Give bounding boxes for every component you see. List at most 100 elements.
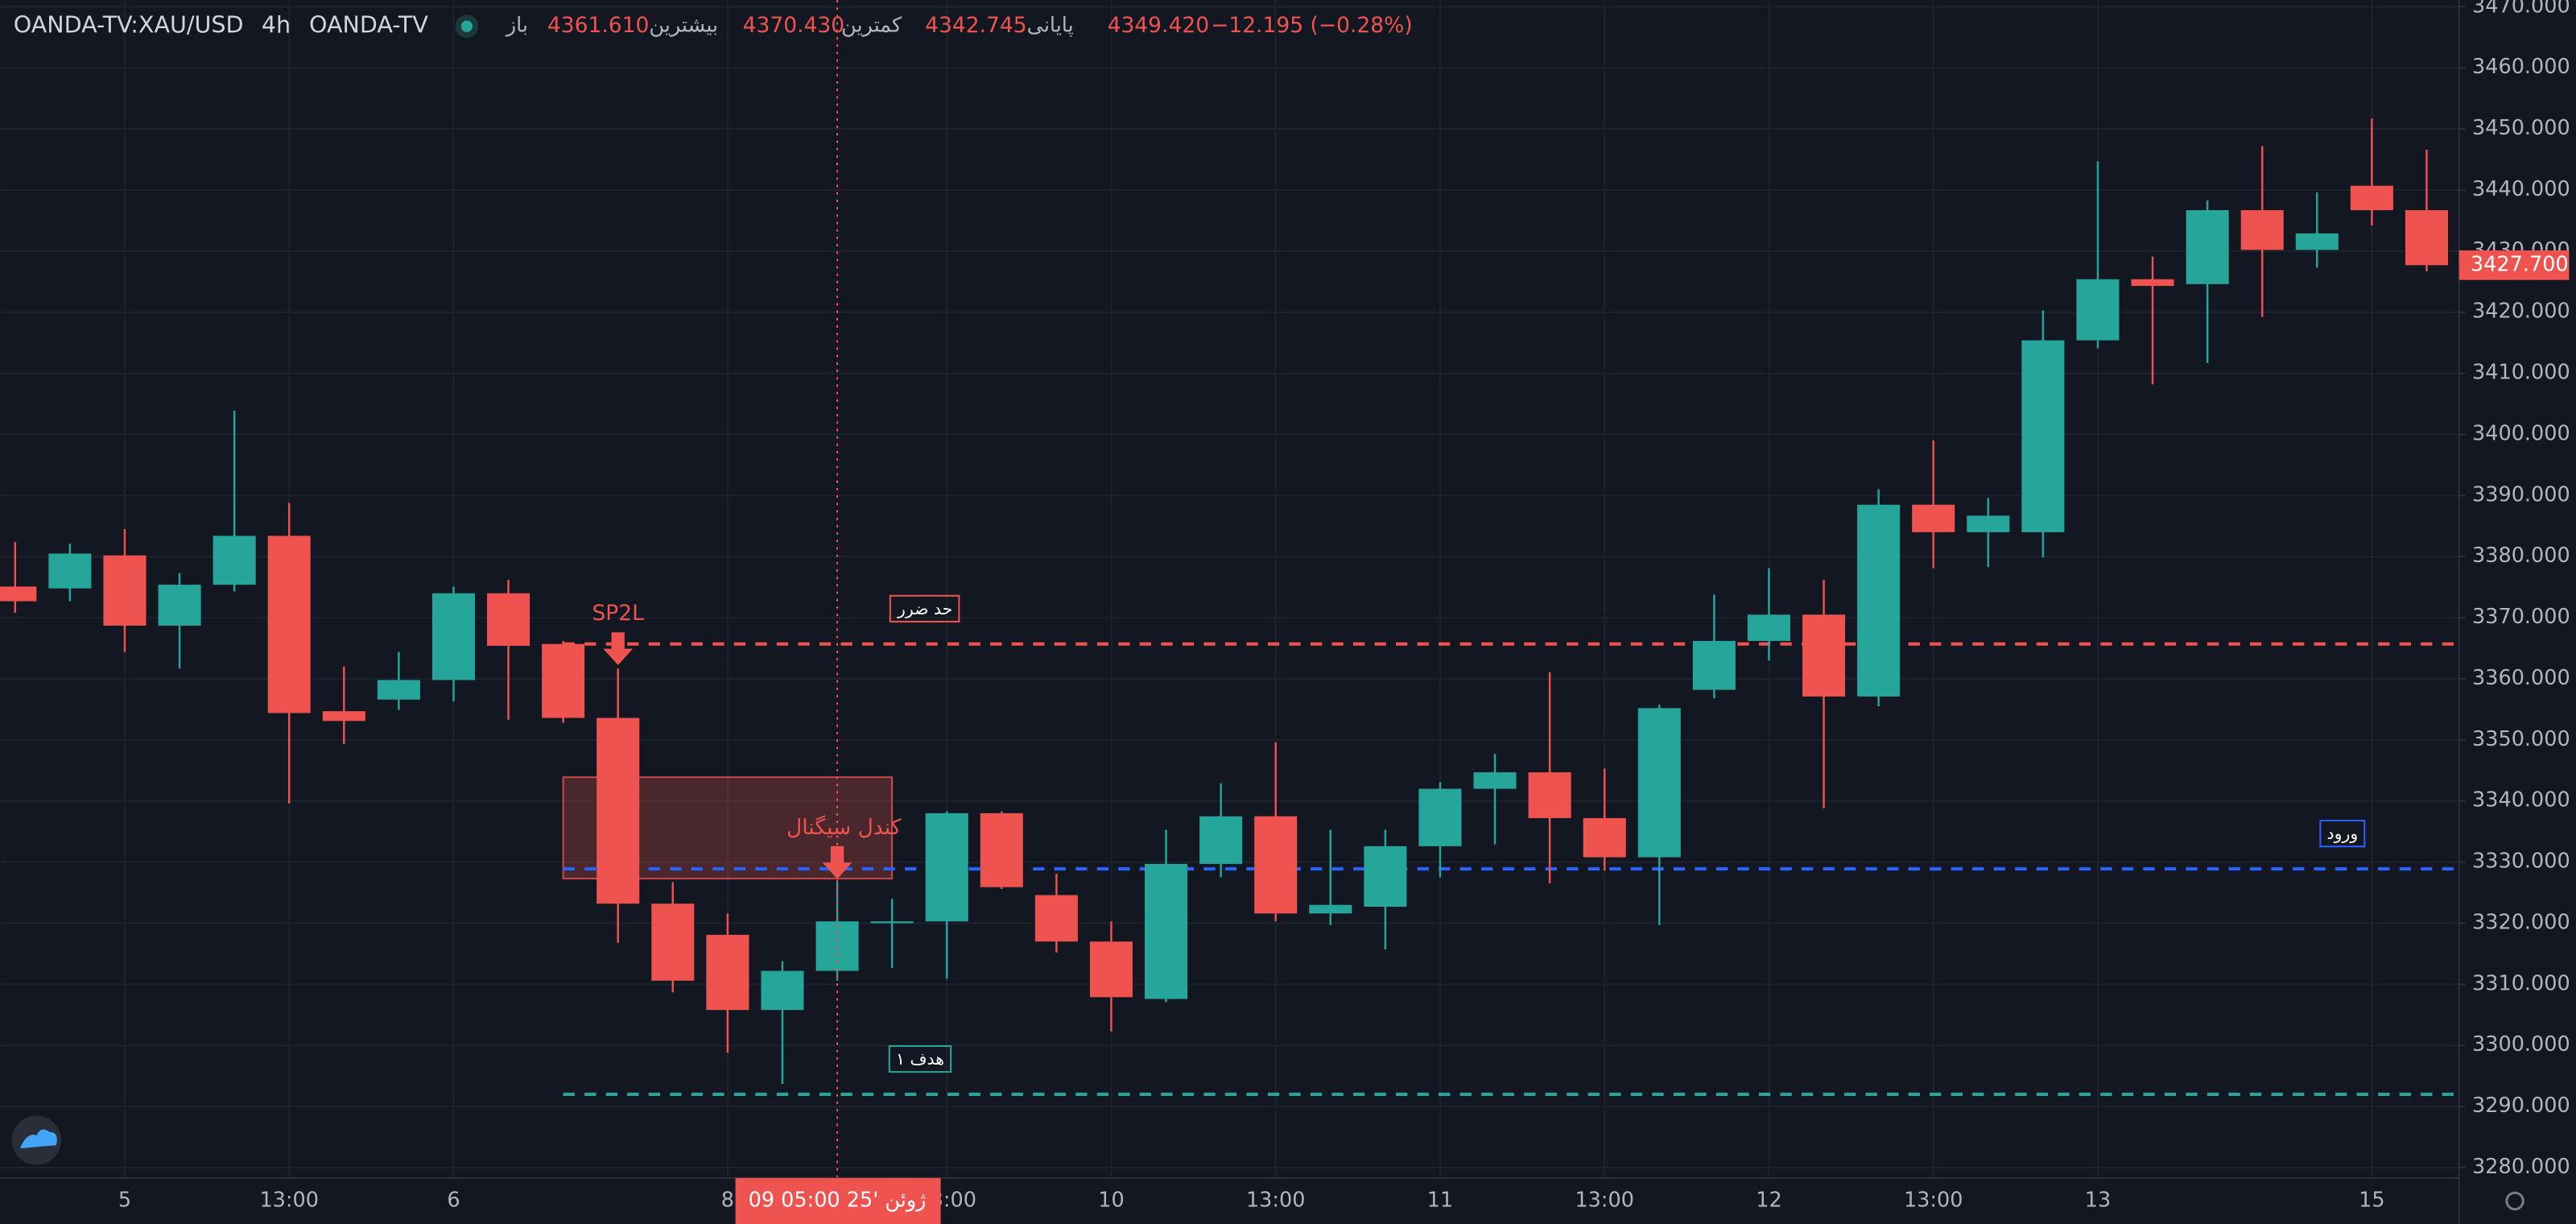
header-close: 4349.420 bbox=[1108, 13, 1210, 38]
annotation: SP2L bbox=[592, 601, 644, 626]
y-tick-label: 3370.000 bbox=[2472, 605, 2570, 629]
y-tick-label: 3330.000 bbox=[2472, 850, 2570, 874]
candle-body bbox=[870, 921, 914, 924]
header-high: 4370.430 bbox=[743, 13, 845, 38]
y-tick-label: 3360.000 bbox=[2472, 666, 2570, 690]
x-tick-label: 13:00 bbox=[1246, 1188, 1306, 1212]
crosshair-label-box bbox=[735, 1177, 941, 1224]
candle-body bbox=[2131, 279, 2174, 287]
candle-body bbox=[597, 717, 640, 904]
x-tick-label: 6 bbox=[447, 1188, 460, 1212]
x-tick-label: 5 bbox=[118, 1188, 131, 1212]
signal-arrow bbox=[822, 846, 852, 879]
header-close-label: پایانی bbox=[1027, 14, 1074, 38]
candle-body bbox=[103, 555, 147, 626]
level-label-box bbox=[889, 594, 960, 622]
candle-body bbox=[1857, 504, 1901, 697]
level-label: حد ضرر bbox=[897, 599, 952, 618]
time-axis bbox=[0, 1177, 2459, 1224]
candle-body bbox=[2350, 185, 2393, 211]
y-tick-label: 3350.000 bbox=[2472, 727, 2570, 751]
level-label: ورود bbox=[2327, 824, 2359, 843]
candle-body bbox=[48, 553, 92, 589]
x-tick-label: 12 bbox=[1756, 1188, 1781, 1212]
annotation: کندل سیگنال bbox=[786, 815, 902, 840]
candle-body bbox=[1802, 614, 1846, 697]
candle-body bbox=[431, 593, 475, 680]
y-tick-label: 3320.000 bbox=[2472, 910, 2570, 934]
y-tick-label: 3410.000 bbox=[2472, 361, 2570, 385]
header-change: −12.195 (−0.28%) bbox=[1211, 13, 1413, 38]
logo[interactable] bbox=[11, 1115, 61, 1165]
candle-body bbox=[651, 904, 695, 981]
candle-body bbox=[1034, 895, 1078, 942]
candle-body bbox=[2405, 210, 2449, 266]
candle-body bbox=[213, 536, 256, 585]
x-tick-label: 13:00 bbox=[1575, 1188, 1633, 1212]
y-tick-label: 3470.000 bbox=[2472, 0, 2570, 18]
y-tick-label: 3340.000 bbox=[2472, 788, 2570, 813]
candle-body bbox=[761, 970, 804, 1011]
candle-body bbox=[1912, 504, 1955, 532]
candle-body bbox=[1254, 816, 1298, 914]
crosshair-label: 09 ژوئن '25 05:00 bbox=[749, 1188, 927, 1212]
y-tick-label: 3460.000 bbox=[2472, 55, 2570, 79]
x-tick-label: 15 bbox=[2359, 1188, 2384, 1212]
candle-body bbox=[1364, 846, 1407, 907]
settings-icon[interactable] bbox=[2505, 1191, 2524, 1211]
candle-body bbox=[1528, 772, 1571, 818]
header-low-label: کمترین bbox=[841, 14, 902, 38]
candle-body bbox=[1967, 515, 2010, 532]
candle-body bbox=[2021, 340, 2065, 532]
last-price-box bbox=[2458, 250, 2570, 280]
y-tick-label: 3400.000 bbox=[2472, 421, 2570, 445]
candle-body bbox=[1089, 941, 1133, 998]
x-tick-label: 10 bbox=[1098, 1188, 1124, 1212]
level-label: هدف ۱ bbox=[896, 1049, 944, 1069]
price-axis bbox=[2458, 0, 2576, 1224]
candle-body bbox=[980, 813, 1023, 887]
candle-body bbox=[1692, 640, 1736, 690]
candle-body bbox=[1473, 772, 1517, 789]
header-open-label: باز bbox=[505, 14, 528, 38]
candle-body bbox=[925, 813, 968, 922]
y-tick-label: 3380.000 bbox=[2472, 544, 2570, 568]
header-source: OANDA-TV bbox=[309, 11, 428, 39]
y-tick-label: 3310.000 bbox=[2472, 971, 2570, 995]
x-tick-label: 11 bbox=[1427, 1188, 1453, 1212]
y-tick-label: 3290.000 bbox=[2472, 1094, 2570, 1118]
candle-body bbox=[1418, 788, 1462, 846]
candle-body bbox=[1199, 816, 1243, 864]
y-tick-label: 3420.000 bbox=[2472, 300, 2570, 324]
level-label-box bbox=[888, 1044, 952, 1073]
candle-body bbox=[1747, 614, 1790, 641]
candle-body bbox=[1309, 904, 1352, 914]
candle-body bbox=[158, 585, 201, 626]
candle-body bbox=[267, 536, 311, 713]
plot-area: حد ضرر ورود هدف ۱ SP2L کندل سیگنال bbox=[0, 0, 2459, 1178]
candle-body bbox=[1583, 817, 1626, 858]
axes: 3280.000 3290.000 3300.000 3310.000 3320.000… bbox=[14, 0, 2570, 1224]
y-tick-label: 3450.000 bbox=[2472, 116, 2570, 140]
y-tick-label: 3390.000 bbox=[2472, 482, 2570, 507]
candle-body bbox=[322, 711, 365, 722]
candle-body bbox=[2240, 210, 2284, 250]
signal-arrow bbox=[603, 632, 634, 665]
y-tick-label: 3300.000 bbox=[2472, 1032, 2570, 1057]
header-symbol: OANDA-TV:XAU/USD bbox=[14, 11, 244, 39]
status-dot bbox=[460, 20, 473, 32]
header-low: 4342.745 bbox=[925, 13, 1027, 38]
candle-body bbox=[0, 586, 37, 602]
header-interval: 4h bbox=[262, 11, 291, 39]
x-tick-label: 13 bbox=[2085, 1188, 2111, 1212]
candle-body bbox=[706, 934, 749, 1011]
x-tick-label: 13:00 bbox=[1904, 1188, 1963, 1212]
header-high-label: بیشترین bbox=[649, 14, 718, 38]
candle-body bbox=[1145, 863, 1188, 999]
candle-body bbox=[377, 680, 420, 700]
candle-body bbox=[487, 593, 530, 647]
candle-body bbox=[2295, 233, 2339, 250]
header-open: 4361.610 bbox=[547, 13, 650, 38]
